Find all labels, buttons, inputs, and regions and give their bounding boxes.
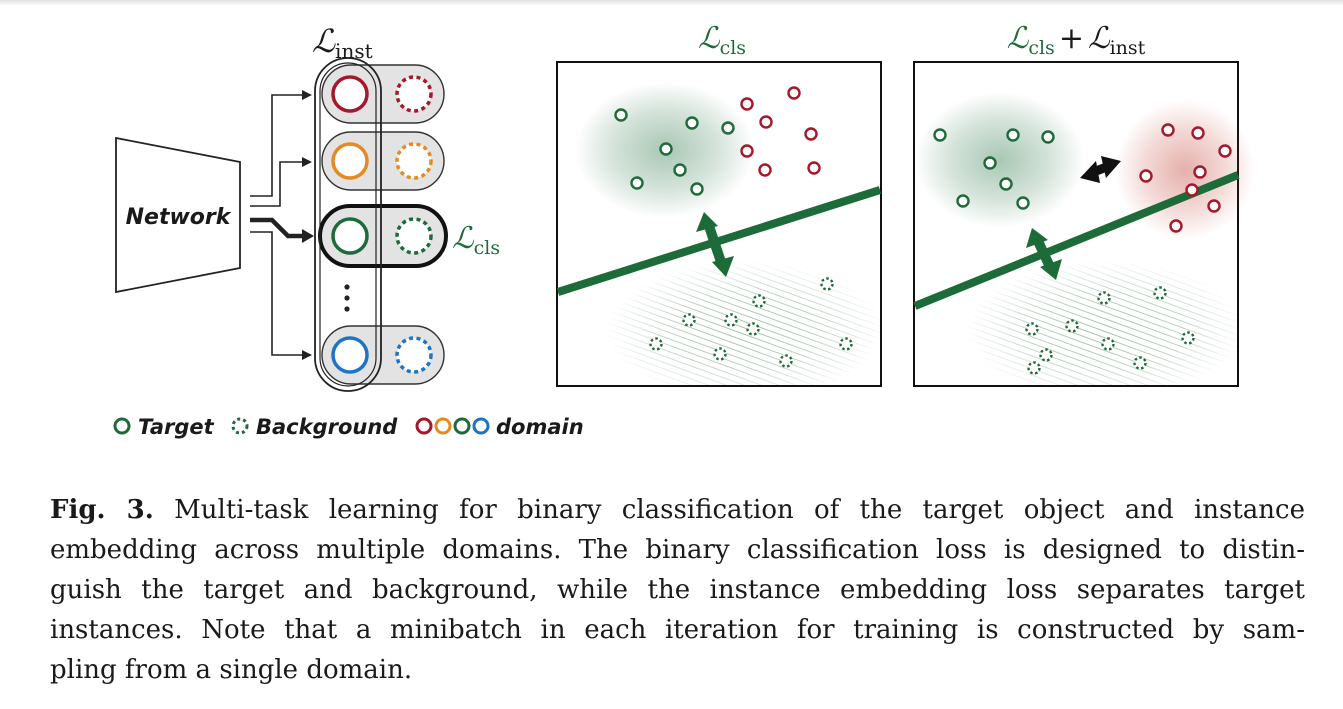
head-red	[321, 64, 445, 124]
legend-domain-label: domain	[496, 415, 584, 439]
panel-cls-target-points	[614, 108, 735, 196]
figure-caption: Fig. 3. Multi-task learning for binary c…	[50, 490, 1305, 690]
legend-domain-icon-green	[453, 417, 471, 435]
head-blue-background-circle	[395, 336, 433, 374]
panel-combined-target-cloud	[915, 92, 1085, 228]
legend: Target Background domain	[113, 415, 584, 439]
legend-domain-icon-red	[415, 417, 433, 435]
head-orange-target-circle	[331, 142, 369, 180]
caption-line-4: instances. Note that a minibatch in each…	[50, 615, 1305, 645]
head-orange-background-circle	[395, 142, 433, 180]
legend-target-label: Target	[138, 415, 215, 439]
network-arrows	[250, 90, 314, 360]
head-green-background-circle	[395, 217, 433, 255]
head-green-target-circle	[331, 217, 369, 255]
legend-target-icon	[113, 417, 131, 435]
arrow-to-head-blue	[250, 231, 304, 356]
network-block: Network	[115, 136, 241, 294]
panel-combined	[913, 61, 1255, 387]
panel-combined-push-arrow	[1026, 228, 1062, 280]
legend-background-icon	[231, 417, 249, 435]
head-blue-target-circle	[331, 336, 369, 374]
legend-domain-icon-blue	[472, 417, 490, 435]
panel-cls	[556, 61, 882, 387]
figure: Network ℒinst ℒc	[113, 21, 1255, 439]
caption-line-1: Fig. 3. Multi-task learning for binary c…	[50, 490, 1305, 530]
panel-combined-title: ℒcls + ℒinst	[1007, 21, 1146, 59]
caption-line-3: guish the target and background, while t…	[50, 575, 1305, 605]
arrowhead-red	[302, 90, 312, 100]
panel-combined-other-domain-points	[1139, 123, 1232, 233]
loss-inst-label: ℒinst	[312, 22, 373, 63]
panel-combined-separation-arrow	[1080, 156, 1121, 183]
panel-cls-background-cloud	[600, 255, 880, 385]
caption-line-2: embedding across multiple domains. The b…	[50, 535, 1305, 565]
head-red-target-circle	[331, 75, 369, 113]
panel-cls-other-domain-points	[740, 86, 821, 177]
arrow-to-head-green	[250, 217, 304, 239]
panel-combined-background-points	[1025, 286, 1195, 375]
head-ellipsis	[344, 284, 350, 312]
head-blue	[321, 325, 445, 385]
caption-line-5: pling from a single domain.	[50, 655, 413, 685]
arrow-to-head-orange	[250, 161, 304, 207]
legend-background-label: Background	[256, 415, 398, 439]
panel-cls-title: ℒcls	[698, 21, 746, 59]
arrow-to-head-red	[250, 94, 304, 197]
top-border	[0, 0, 1343, 6]
network-trapezoid	[115, 136, 241, 294]
head-red-background-circle	[395, 75, 433, 113]
legend-domain-icon-orange	[434, 417, 452, 435]
panel-combined-background-cloud	[960, 255, 1238, 385]
panel-cls-background-points	[649, 277, 853, 368]
head-green	[318, 204, 448, 268]
arrowhead-green	[302, 229, 314, 243]
panel-combined-target-points	[933, 128, 1055, 210]
network-label: Network	[126, 205, 232, 230]
caption-line-1-text: Multi-task learning for binary classific…	[174, 495, 1306, 525]
arrowhead-orange	[302, 157, 312, 167]
inst-group-outline	[314, 57, 382, 392]
inst-group-outline-inner	[319, 62, 377, 387]
panel-cls-push-arrow	[696, 212, 734, 277]
head-orange	[321, 131, 445, 191]
panel-combined-decision-boundary	[913, 171, 1240, 310]
caption-label: Fig. 3.	[50, 495, 154, 525]
loss-cls-label-side: ℒcls	[452, 221, 500, 259]
arrowhead-blue	[302, 350, 312, 360]
